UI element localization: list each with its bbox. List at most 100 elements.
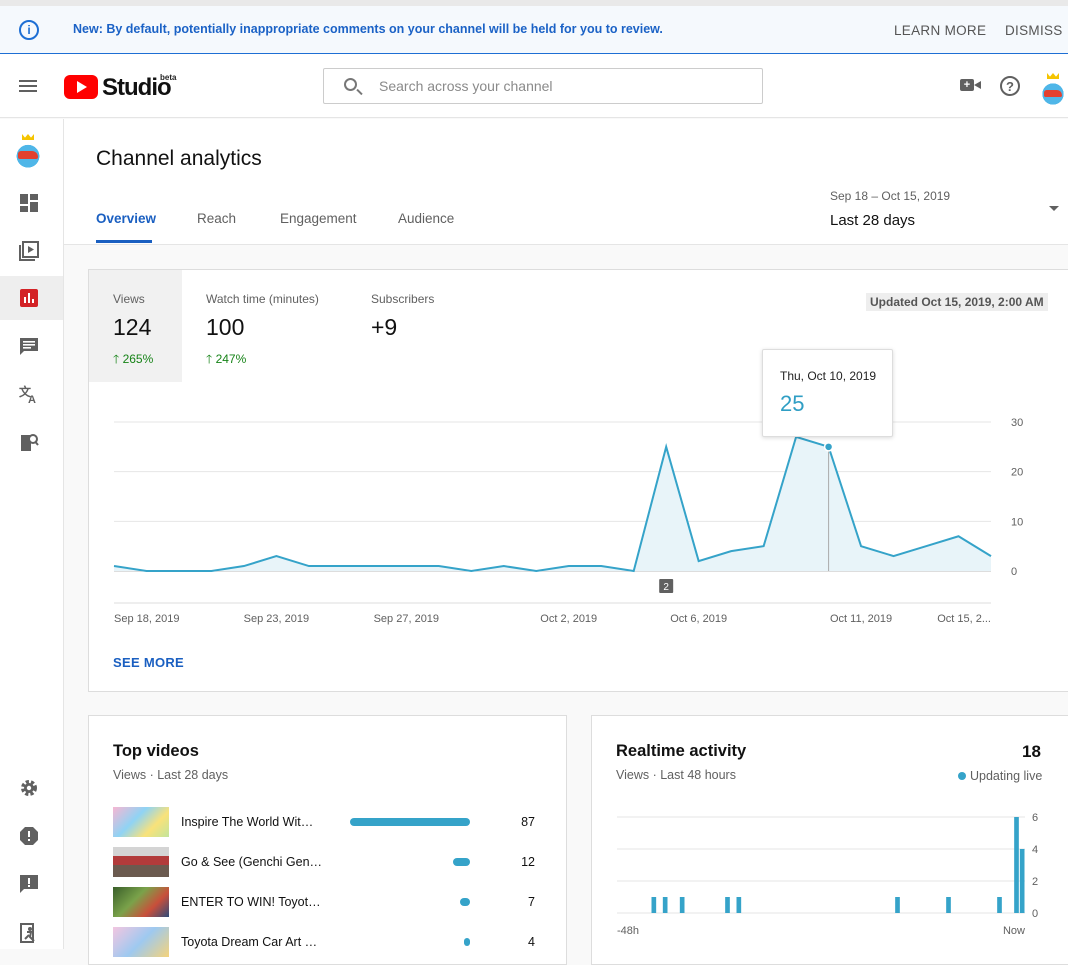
video-title[interactable]: ENTER TO WIN! Toyot… — [181, 895, 321, 909]
notice-banner: i New: By default, potentially inappropr… — [0, 0, 1068, 54]
metric-watch-time[interactable]: Watch time (minutes) 100 🡑 247% — [206, 270, 356, 382]
annotation-marker-label: 2 — [663, 582, 669, 593]
views-line-chart[interactable]: 0 10 20 30 2 Sep 18, 2019 Sep 23, 2019 Sep 27, … — [89, 270, 1068, 630]
y-tick-label: 6 — [1032, 812, 1038, 824]
realtime-card: Realtime activity 18 Views · Last 48 hou… — [591, 715, 1068, 965]
dismiss-button[interactable]: DISMISS — [1005, 23, 1063, 38]
x-tick-label: Sep 18, 2019 — [114, 613, 179, 625]
sidebar-item-copyright[interactable] — [0, 420, 63, 464]
logo-text: Studio — [102, 74, 172, 101]
x-tick-label: Sep 27, 2019 — [374, 613, 439, 625]
video-thumbnail[interactable] — [113, 807, 169, 837]
video-title[interactable]: Inspire The World Wit… — [181, 815, 314, 829]
search-box[interactable] — [323, 68, 763, 104]
x-tick-label: -48h — [617, 925, 639, 937]
realtime-bar — [651, 897, 657, 913]
sidebar-item-send-feedback[interactable] — [0, 862, 63, 906]
video-title[interactable]: Toyota Dream Car Art … — [181, 935, 318, 949]
metric-value: 100 — [206, 314, 245, 340]
sidebar-item-creator-studio-classic[interactable] — [0, 911, 63, 955]
account-avatar[interactable] — [1038, 73, 1068, 106]
metric-label: Watch time (minutes) — [206, 292, 319, 306]
svg-text:A: A — [28, 394, 36, 404]
video-thumbnail[interactable] — [113, 927, 169, 957]
chevron-down-icon[interactable] — [1049, 206, 1059, 211]
video-row[interactable]: Go & See (Genchi Gen… 12 — [113, 847, 543, 877]
y-tick-label: 20 — [1011, 467, 1023, 479]
date-range-dates: Sep 18 – Oct 15, 2019 — [830, 189, 951, 203]
highlight-point — [823, 442, 834, 452]
page-title: Channel analytics — [96, 147, 262, 170]
tab-audience[interactable]: Audience — [398, 211, 455, 226]
realtime-bar — [895, 897, 900, 913]
realtime-bar — [725, 897, 730, 913]
tooltip-date: Thu, Oct 10, 2019 — [780, 369, 877, 383]
sidebar-item-feedback-alert[interactable] — [0, 814, 63, 858]
learn-more-button[interactable]: LEARN MORE — [894, 23, 987, 38]
live-indicator: Updating live — [958, 769, 1042, 783]
realtime-bar — [1014, 817, 1019, 913]
video-thumbnail[interactable] — [113, 847, 169, 877]
live-label: Updating live — [970, 769, 1043, 783]
sidebar-item-settings[interactable] — [0, 766, 63, 810]
up-arrow-icon: 🡑 — [113, 352, 123, 366]
dashboard-icon — [20, 194, 38, 212]
date-range-picker[interactable]: Sep 18 – Oct 15, 2019 Last 28 days — [830, 189, 950, 229]
metric-label: Views — [113, 292, 145, 306]
translate-icon: 文A — [19, 384, 36, 404]
views-series-line — [113, 435, 992, 573]
up-arrow-icon: 🡑 — [206, 352, 216, 366]
chart-tooltip: Thu, Oct 10, 2019 25 — [762, 349, 893, 437]
y-tick-label: 0 — [1011, 566, 1017, 578]
video-view-count: 12 — [521, 855, 535, 869]
x-tick-label: Oct 11, 2019 — [830, 613, 892, 625]
sidebar-item-dashboard[interactable] — [0, 181, 63, 225]
video-row[interactable]: ENTER TO WIN! Toyot… 7 — [113, 887, 543, 917]
create-video-icon[interactable]: + — [960, 74, 982, 96]
realtime-bar-chart[interactable]: 0 2 4 6 -48h Now — [592, 806, 1068, 956]
svg-text:文: 文 — [19, 384, 32, 399]
search-input[interactable] — [379, 76, 749, 96]
video-view-count: 87 — [521, 815, 535, 829]
metric-views[interactable]: Views 124 🡑 265% — [89, 270, 182, 382]
video-view-count: 7 — [528, 895, 535, 909]
help-icon[interactable]: ? — [1000, 76, 1020, 96]
top-videos-title: Top videos — [113, 742, 199, 760]
search-icon — [344, 78, 357, 91]
x-tick-label: Sep 23, 2019 — [244, 613, 309, 625]
date-range-label: Last 28 days — [830, 212, 916, 229]
video-row[interactable]: Toyota Dream Car Art … 4 — [113, 927, 543, 957]
metric-label: Subscribers — [371, 292, 435, 306]
video-thumbnail[interactable] — [113, 887, 169, 917]
realtime-bar — [662, 897, 668, 913]
see-more-link[interactable]: SEE MORE — [113, 655, 185, 670]
video-row[interactable]: Inspire The World Wit… 87 — [113, 807, 543, 837]
tab-overview[interactable]: Overview — [96, 211, 157, 226]
hamburger-menu-icon[interactable] — [19, 80, 37, 92]
annotation-marker — [659, 579, 674, 593]
channel-avatar[interactable] — [12, 134, 44, 169]
realtime-count: 18 — [1022, 742, 1041, 761]
sidebar-item-videos[interactable] — [0, 229, 63, 273]
comments-icon — [20, 338, 38, 355]
sidebar-item-comments[interactable] — [0, 324, 63, 368]
overview-card: Views 124 🡑 265% Watch time (minutes) 10… — [88, 269, 1068, 692]
x-tick-label: Oct 2, 2019 — [540, 613, 597, 625]
tab-engagement[interactable]: Engagement — [280, 211, 357, 226]
exit-icon — [20, 923, 35, 943]
metric-subscribers[interactable]: Subscribers +9 — [371, 270, 471, 382]
video-title[interactable]: Go & See (Genchi Gen… — [181, 855, 323, 869]
sidebar-item-analytics[interactable] — [0, 276, 63, 320]
copyright-icon — [21, 434, 39, 451]
y-tick-label: 30 — [1011, 417, 1023, 429]
x-tick-label: Oct 6, 2019 — [670, 613, 727, 625]
video-views-bar — [453, 858, 470, 866]
realtime-subtitle: Views · Last 48 hours — [616, 768, 736, 782]
tab-reach[interactable]: Reach — [197, 211, 237, 226]
banner-message: New: By default, potentially inappropria… — [73, 22, 663, 36]
top-header: Studio beta + ? — [0, 54, 1068, 118]
metric-delta-value: 247% — [215, 352, 247, 366]
realtime-bar — [1019, 849, 1025, 913]
